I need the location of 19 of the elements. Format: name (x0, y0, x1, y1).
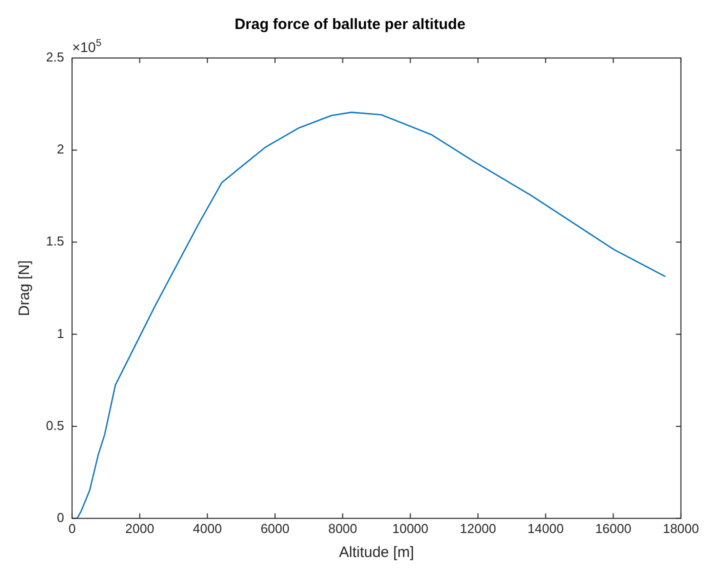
chart-title: Drag force of ballute per altitude (234, 16, 466, 34)
y-axis-title: Drag [N] (16, 260, 34, 316)
x-tick-label: 6000 (260, 520, 290, 536)
x-tick-label: 16000 (595, 520, 632, 536)
x-tick-label: 10000 (392, 520, 428, 536)
x-tick-label: 0 (68, 520, 76, 536)
y-tick-label: 1.5 (46, 234, 64, 249)
x-axis-title: Altitude [m] (338, 544, 414, 562)
x-tick-label: 14000 (528, 520, 564, 536)
x-tick-label: 4000 (192, 520, 222, 536)
x-tick-label: 12000 (460, 520, 496, 536)
y-tick-label: 2.5 (46, 50, 64, 65)
x-tick-label: 8000 (328, 520, 358, 536)
y-tick-label: 0 (56, 510, 64, 525)
x-tick-label: 2000 (125, 520, 154, 536)
x-tick-label: 18000 (662, 520, 700, 536)
y-tick-label: 0.5 (46, 418, 64, 433)
y-tick-label: 2 (56, 142, 64, 157)
y-tick-label: 1 (56, 326, 64, 341)
